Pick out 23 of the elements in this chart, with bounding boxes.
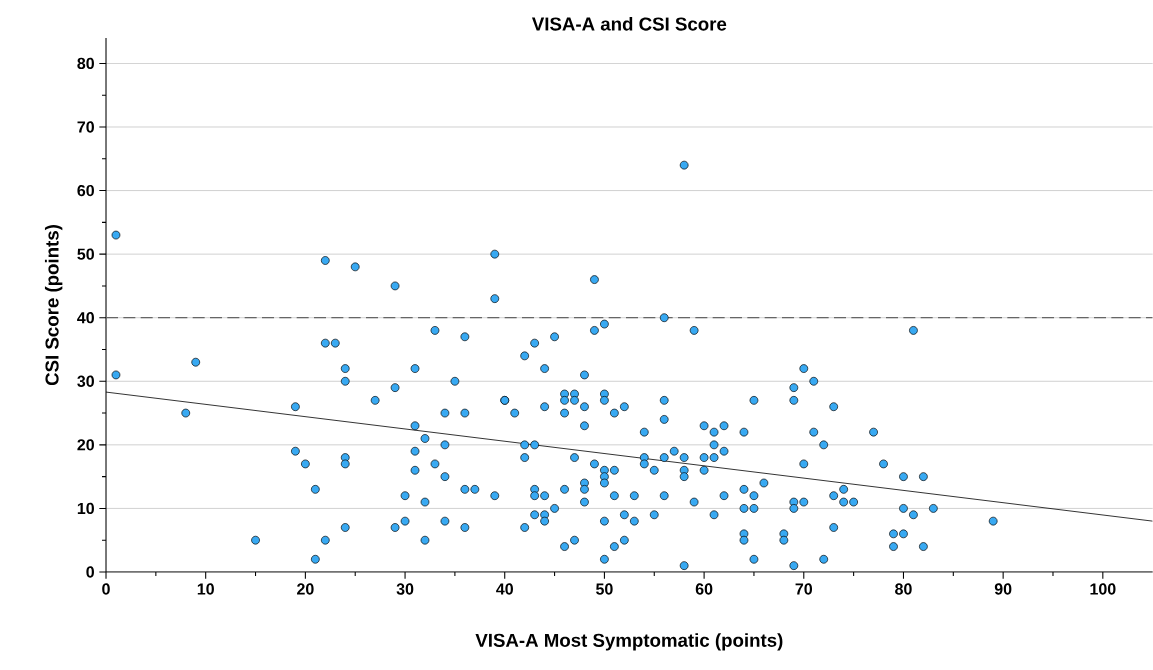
y-tick-label: 50 [77,248,94,260]
x-axis-title: VISA-A Most Symptomatic (points) [475,633,783,651]
y-tick-label: 10 [77,502,94,515]
chart-title: VISA-A and CSI Score [531,16,727,31]
x-tick-label: 100 [1090,583,1116,595]
y-tick-label: 60 [77,184,94,197]
x-tick-label: 30 [396,583,414,595]
y-tick-label: 70 [77,121,94,133]
x-tick-label: 40 [496,583,513,595]
x-tick-label: 20 [297,583,314,595]
x-tick-label: 0 [102,583,110,595]
x-tick-label: 80 [895,583,912,595]
x-tick-label: 50 [596,583,613,595]
x-tick-label: 10 [197,583,214,595]
x-tick-label: 60 [695,583,713,595]
y-tick-label: 30 [77,375,94,387]
y-tick-label: 20 [77,439,94,451]
x-tick-label: 70 [795,583,813,595]
y-tick-label: 0 [86,566,94,578]
y-tick-label: 80 [77,57,94,70]
y-tick-label: 40 [77,312,94,324]
y-axis-title: CSI Score (points) [44,225,63,386]
x-tick-label: 90 [994,583,1012,595]
